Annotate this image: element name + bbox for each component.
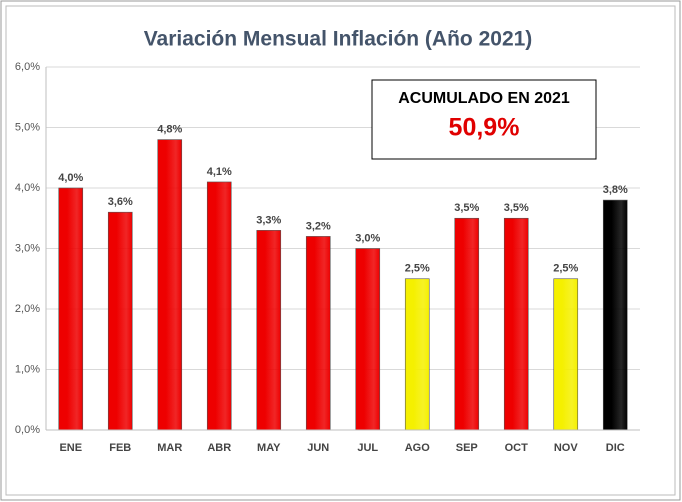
x-tick-label: FEB — [109, 442, 131, 454]
y-tick-label: 0,0% — [15, 424, 40, 436]
bar — [107, 211, 133, 431]
value-label: 4,1% — [207, 166, 232, 178]
bar — [58, 187, 84, 431]
x-tick-label: JUN — [307, 442, 329, 454]
value-label: 3,8% — [603, 184, 628, 196]
y-tick-label: 1,0% — [15, 363, 40, 375]
annotation-text: ACUMULADO EN 2021 — [398, 90, 570, 107]
bar — [157, 139, 183, 431]
annotation-box — [371, 79, 597, 160]
chart-title: Variación Mensual Inflación (Año 2021) — [144, 28, 533, 51]
bar — [256, 230, 282, 431]
x-tick-label: MAR — [157, 442, 182, 454]
bar — [305, 236, 331, 431]
bar — [503, 217, 529, 431]
y-tick-label: 6,0% — [15, 61, 40, 73]
value-label: 3,2% — [306, 220, 331, 232]
value-label: 3,5% — [504, 202, 529, 214]
x-tick-label: OCT — [505, 442, 529, 454]
x-tick-label: AGO — [405, 442, 431, 454]
y-tick-label: 3,0% — [15, 242, 40, 254]
value-label: 3,6% — [108, 196, 133, 208]
x-tick-label: SEP — [456, 442, 478, 454]
bar — [355, 248, 381, 431]
bar — [454, 217, 480, 431]
x-tick-label: ENE — [59, 442, 82, 454]
bar — [553, 278, 579, 431]
value-label: 2,5% — [553, 263, 578, 275]
bar — [602, 199, 628, 431]
x-tick-label: NOV — [554, 442, 579, 454]
bar — [206, 181, 232, 431]
bars: ENE 4,0% FEB 3,6% MAR 4,8% ABR 4,1% MAY 3,3% JUN 3,… — [46, 124, 640, 454]
x-tick-label: JUL — [357, 442, 378, 454]
x-tick-label: DIC — [606, 442, 625, 454]
y-tick-label: 4,0% — [15, 182, 40, 194]
value-label: 3,0% — [355, 232, 380, 244]
value-label: 3,5% — [454, 202, 479, 214]
x-tick-label: ABR — [207, 442, 231, 454]
value-label: 4,8% — [157, 124, 182, 136]
y-tick-label: 2,0% — [15, 303, 40, 315]
value-label: 2,5% — [405, 263, 430, 275]
annotation-value: 50,9% — [449, 114, 520, 142]
x-tick-label: MAY — [257, 442, 281, 454]
bar — [404, 278, 430, 431]
value-label: 3,3% — [256, 214, 281, 226]
y-tick-label: 5,0% — [15, 121, 40, 133]
value-label: 4,0% — [58, 172, 83, 184]
